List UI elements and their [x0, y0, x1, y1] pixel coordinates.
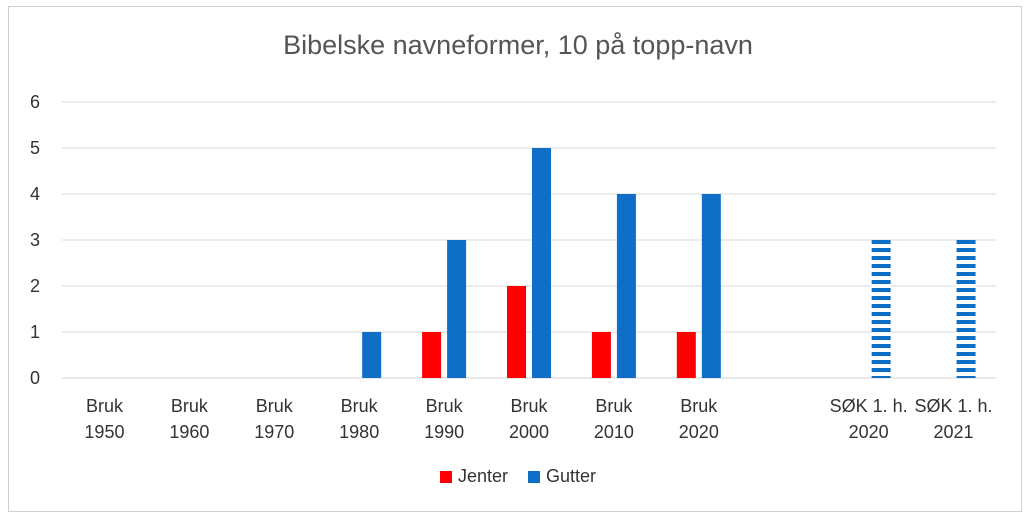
legend: Jenter Gutter — [440, 466, 616, 487]
y-tick-label: 2 — [30, 276, 40, 296]
x-tick-label: Bruk — [680, 396, 718, 416]
x-tick-label: Bruk — [256, 396, 294, 416]
legend-item-gutter: Gutter — [528, 466, 596, 487]
x-tick-label: Bruk — [171, 396, 209, 416]
x-tick-label: 2010 — [594, 422, 634, 442]
legend-label-gutter: Gutter — [546, 466, 597, 486]
x-tick-label: 1960 — [169, 422, 209, 442]
legend-label-jenter: Jenter — [458, 466, 509, 486]
bar-gutter-6 — [616, 194, 636, 378]
x-tick-label: 2000 — [509, 422, 549, 442]
y-tick-label: 4 — [30, 184, 40, 204]
x-tick-label: 2020 — [849, 422, 889, 442]
y-tick-label: 6 — [30, 92, 40, 112]
bar-jenter-6 — [591, 332, 611, 378]
chart-frame — [8, 6, 1022, 512]
bar-gutter-10 — [956, 240, 976, 378]
x-tick-label: 2021 — [934, 422, 974, 442]
y-tick-label: 1 — [30, 322, 40, 342]
legend-swatch-jenter — [440, 470, 452, 483]
x-tick-label: Bruk — [426, 396, 464, 416]
x-tick-label: 2020 — [679, 422, 719, 442]
bar-jenter-5 — [507, 286, 526, 378]
bar-jenter-4 — [422, 332, 442, 378]
x-tick-label: SØK 1. h. — [915, 396, 993, 416]
x-tick-label: 1980 — [339, 422, 379, 442]
legend-swatch-gutter — [528, 470, 541, 483]
y-tick-label: 5 — [30, 138, 40, 158]
chart-title: Bibelske navneformer, 10 på topp-navn — [283, 30, 753, 60]
bar-gutter-9 — [871, 240, 891, 378]
x-tick-label: SØK 1. h. — [830, 396, 908, 416]
x-tick-label: 1970 — [254, 422, 294, 442]
bar-jenter-7 — [676, 332, 696, 378]
bar-gutter-7 — [701, 194, 721, 378]
x-tick-label: Bruk — [86, 396, 124, 416]
bar-gutter-5 — [532, 148, 551, 378]
x-tick-label: 1990 — [424, 422, 464, 442]
x-tick-label: Bruk — [341, 396, 379, 416]
x-tick-label: Bruk — [510, 396, 548, 416]
legend-item-jenter: Jenter — [440, 466, 508, 487]
x-tick-label: 1950 — [84, 422, 124, 442]
bar-gutter-3 — [362, 332, 382, 378]
y-tick-label: 0 — [30, 368, 40, 388]
x-tick-label: Bruk — [595, 396, 633, 416]
y-tick-label: 3 — [30, 230, 40, 250]
bar-gutter-4 — [447, 240, 467, 378]
